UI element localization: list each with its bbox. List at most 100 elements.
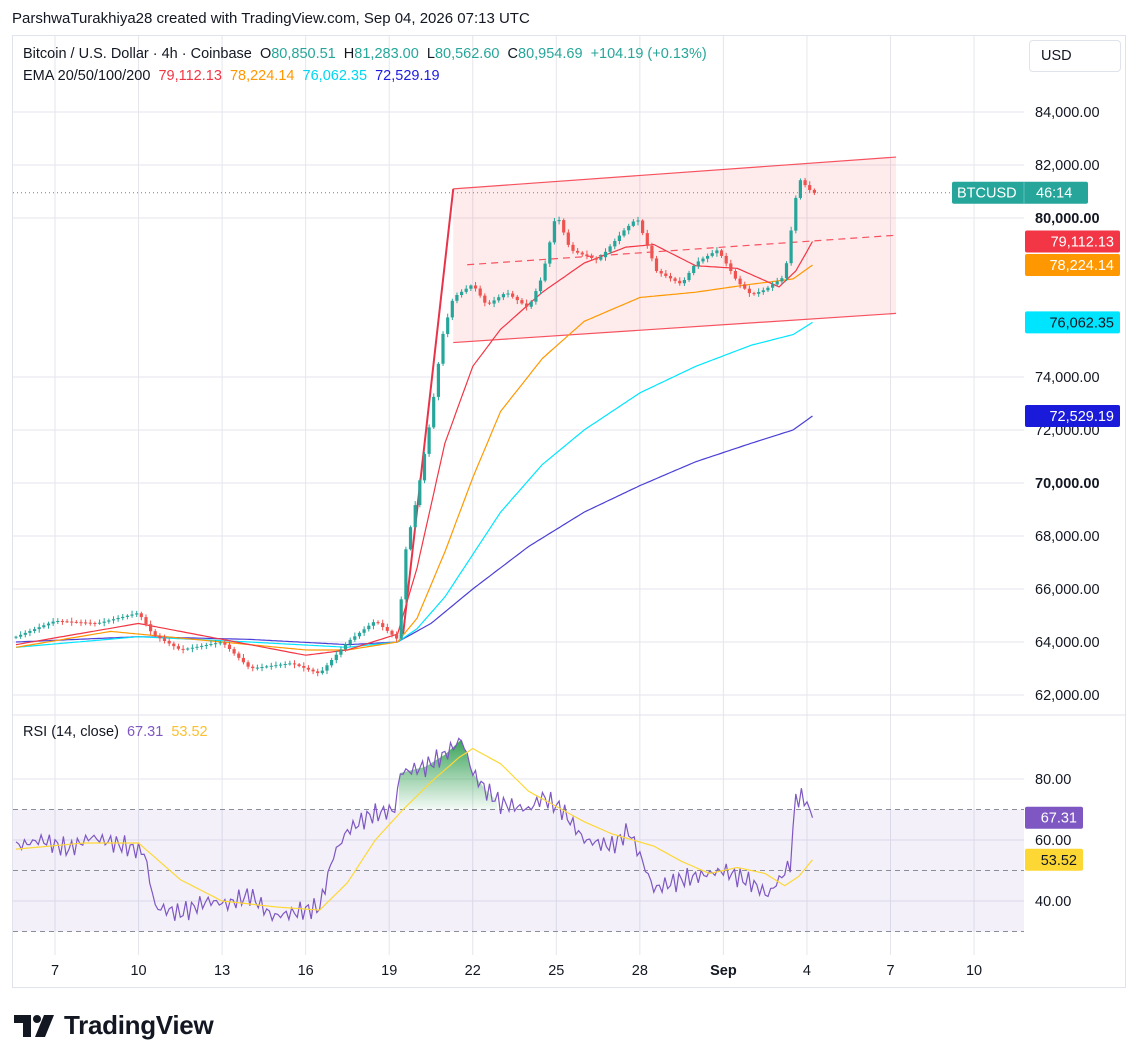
ema20-line[interactable] — [15, 241, 814, 656]
candle-body[interactable] — [130, 614, 134, 616]
candle-body[interactable] — [153, 631, 157, 636]
candle-body[interactable] — [162, 638, 167, 641]
candle-body[interactable] — [330, 660, 334, 666]
candle-body[interactable] — [645, 233, 649, 246]
candle-body[interactable] — [274, 665, 278, 667]
candle-body[interactable] — [367, 625, 371, 630]
candle-body[interactable] — [320, 670, 324, 674]
candle-body[interactable] — [803, 180, 807, 186]
candle-body[interactable] — [729, 263, 733, 271]
candle-body[interactable] — [279, 664, 283, 666]
candle-body[interactable] — [771, 284, 775, 288]
candle-body[interactable] — [334, 654, 338, 660]
candle-body[interactable] — [659, 271, 663, 274]
candle-body[interactable] — [107, 620, 111, 622]
candle-body[interactable] — [706, 255, 710, 259]
candle-body[interactable] — [84, 622, 88, 624]
candle-body[interactable] — [766, 287, 770, 291]
candle-body[interactable] — [752, 293, 756, 295]
candle-body[interactable] — [339, 649, 343, 655]
candle-body[interactable] — [808, 185, 812, 190]
candle-body[interactable] — [562, 220, 566, 233]
candle-body[interactable] — [408, 527, 413, 550]
candle-body[interactable] — [246, 662, 250, 667]
candle-body[interactable] — [464, 288, 468, 292]
candle-body[interactable] — [473, 285, 478, 289]
candle-body[interactable] — [436, 363, 440, 397]
candle-body[interactable] — [302, 666, 306, 668]
candle-body[interactable] — [218, 642, 222, 644]
candle-body[interactable] — [357, 632, 362, 637]
candle-body[interactable] — [121, 616, 125, 619]
candle-body[interactable] — [552, 221, 556, 243]
candle-body[interactable] — [719, 250, 724, 256]
candle-body[interactable] — [798, 180, 802, 198]
candle-body[interactable] — [93, 623, 97, 624]
candle-body[interactable] — [269, 665, 273, 667]
candle-body[interactable] — [520, 300, 524, 304]
candle-body[interactable] — [492, 300, 496, 304]
candle-body[interactable] — [385, 627, 389, 631]
candle-body[interactable] — [116, 618, 120, 620]
candle-body[interactable] — [297, 664, 301, 667]
ema-price-tag[interactable]: 72,529.19 — [1025, 404, 1120, 427]
candle-body[interactable] — [348, 639, 352, 645]
candle-body[interactable] — [789, 230, 793, 264]
candle-body[interactable] — [557, 220, 561, 222]
candle-body[interactable] — [288, 663, 292, 665]
candle-body[interactable] — [515, 296, 519, 301]
symbol-title[interactable]: Bitcoin / U.S. Dollar · 4h · Coinbase — [23, 46, 252, 62]
candle-body[interactable] — [227, 644, 232, 649]
candle-body[interactable] — [761, 290, 765, 293]
candle-body[interactable] — [538, 280, 543, 292]
channel-lower-line[interactable] — [453, 312, 897, 344]
candle-body[interactable] — [223, 642, 227, 645]
candle-body[interactable] — [617, 235, 621, 241]
candle-body[interactable] — [190, 647, 194, 649]
candle-body[interactable] — [478, 288, 482, 296]
candle-body[interactable] — [603, 251, 608, 258]
candle-body[interactable] — [710, 253, 714, 256]
candle-body[interactable] — [413, 505, 417, 528]
candle-body[interactable] — [566, 232, 570, 245]
candle-body[interactable] — [265, 666, 269, 668]
candle-body[interactable] — [399, 599, 403, 639]
candle-body[interactable] — [599, 257, 603, 260]
candle-body[interactable] — [525, 303, 529, 307]
candle-body[interactable] — [571, 244, 575, 251]
rsi-ma-line[interactable] — [15, 747, 813, 911]
channel-upper-line[interactable] — [453, 156, 897, 190]
candle-body[interactable] — [395, 634, 399, 639]
candle-body[interactable] — [28, 631, 32, 633]
candle-body[interactable] — [673, 278, 677, 281]
candle-body[interactable] — [237, 653, 241, 658]
candle-body[interactable] — [125, 615, 129, 617]
candle-body[interactable] — [668, 275, 673, 279]
candle-body[interactable] — [529, 301, 533, 307]
candle-body[interactable] — [483, 295, 487, 303]
candle-body[interactable] — [181, 648, 185, 650]
candle-body[interactable] — [70, 621, 74, 623]
candle-body[interactable] — [204, 645, 208, 646]
candle-body[interactable] — [241, 657, 245, 663]
candle-body[interactable] — [738, 278, 742, 285]
candle-body[interactable] — [56, 621, 60, 622]
candle-body[interactable] — [650, 245, 654, 259]
candle-body[interactable] — [446, 317, 450, 334]
candle-body[interactable] — [371, 622, 375, 626]
candle-body[interactable] — [432, 396, 436, 428]
candle-body[interactable] — [88, 622, 92, 624]
ema-price-tag[interactable]: 79,112.13 — [1025, 230, 1120, 253]
last-price-tag[interactable]: BTCUSD 46:14 — [952, 181, 1088, 204]
candle-body[interactable] — [576, 250, 580, 253]
candle-body[interactable] — [534, 291, 538, 302]
candle-body[interactable] — [784, 263, 789, 279]
candle-body[interactable] — [455, 295, 459, 301]
candle-body[interactable] — [543, 263, 547, 281]
candle-body[interactable] — [97, 622, 102, 624]
candle-body[interactable] — [209, 644, 213, 646]
candle-body[interactable] — [195, 646, 199, 648]
ema50-line[interactable] — [15, 264, 813, 651]
candle-body[interactable] — [418, 480, 422, 505]
candle-body[interactable] — [590, 256, 594, 258]
